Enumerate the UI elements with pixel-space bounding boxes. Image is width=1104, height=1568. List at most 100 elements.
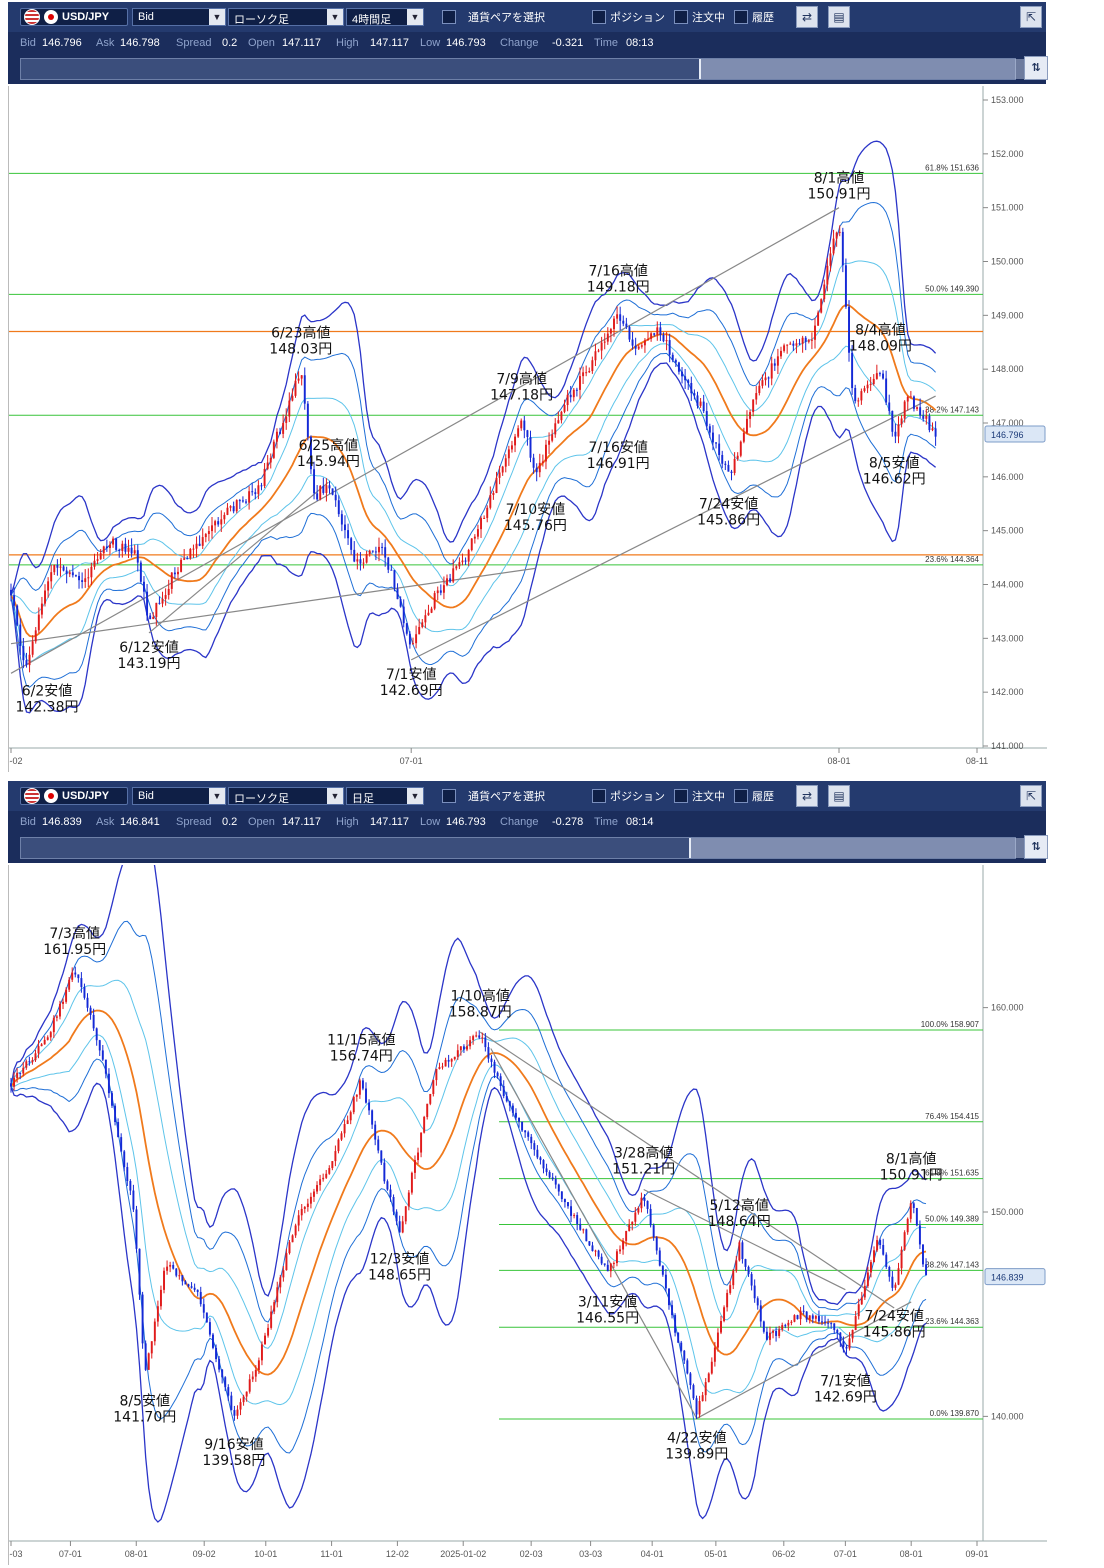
bollinger-band: [10, 352, 936, 688]
candle-body: [671, 354, 674, 361]
annotation-label: 7/24安値: [699, 496, 758, 512]
orders-label: 注文中: [692, 791, 725, 803]
price-tick-label: 141.000: [991, 741, 1024, 751]
candle-body: [582, 372, 585, 377]
candle-body: [149, 615, 152, 620]
candle-body: [104, 1059, 107, 1074]
position-checkbox[interactable]: [592, 10, 606, 24]
expand-icon[interactable]: ⇅: [1024, 56, 1048, 80]
navigator-track[interactable]: [20, 837, 1029, 859]
navigator-track[interactable]: [20, 58, 1027, 80]
candle-body: [875, 373, 878, 379]
chart-type-dropdown[interactable]: ローソク足 ▼: [228, 8, 344, 26]
candle-body: [541, 461, 544, 463]
candle-body: [820, 299, 823, 313]
price-type-dropdown[interactable]: Bid ▼: [132, 8, 226, 26]
candle-body: [139, 562, 142, 582]
candle-body: [365, 1088, 367, 1103]
candle-body: [745, 418, 748, 433]
candle-body: [738, 1242, 741, 1261]
annotation-value: 139.89円: [665, 1447, 728, 1463]
candle-body: [13, 1077, 16, 1087]
candle-body: [420, 1132, 423, 1153]
chart-settings-button[interactable]: ▤: [828, 6, 850, 28]
change-label: Change: [500, 816, 539, 828]
timeframe-value: 4時間足: [352, 14, 392, 26]
candle-body: [600, 342, 603, 351]
candle-body: [58, 1003, 61, 1017]
price-tick-label: 145.000: [991, 526, 1024, 536]
candle-body: [362, 562, 365, 564]
chevron-down-icon: ▼: [407, 9, 423, 25]
candle-body: [557, 1184, 560, 1192]
select-pair-checkbox[interactable]: [442, 10, 456, 24]
candle-body: [37, 614, 40, 631]
price-chart-4h[interactable]: 141.000 142.000 143.000 144.000 145.000 146.0…: [8, 86, 1047, 772]
time-tick-label: 06-02: [9, 756, 23, 766]
candle-body: [223, 514, 226, 520]
annotation-label: 7/9高値: [496, 370, 547, 387]
annotation-value: 142.38円: [16, 700, 79, 716]
price-tick-label: 146.000: [991, 472, 1024, 482]
candle-body: [257, 1360, 260, 1370]
candle-body: [340, 514, 343, 525]
timeframe-dropdown[interactable]: 日足 ▼: [346, 787, 424, 805]
candle-body: [306, 1203, 309, 1207]
candle-body: [135, 1209, 138, 1249]
candle-body: [22, 646, 25, 661]
history-checkbox[interactable]: [734, 789, 748, 803]
chevron-down-icon: ▼: [209, 788, 225, 804]
navigator-selection[interactable]: [699, 59, 1027, 79]
candle-body: [710, 1361, 713, 1374]
candle-body: [264, 1335, 266, 1345]
candle-body: [775, 1330, 778, 1336]
candle-body: [269, 457, 272, 463]
currency-pair-selector[interactable]: USD/JPY: [20, 8, 128, 26]
timeframe-dropdown[interactable]: 4時間足 ▼: [346, 8, 424, 26]
collapse-icon[interactable]: ⇱: [1020, 6, 1042, 28]
candle-body: [282, 422, 285, 434]
candle-body: [683, 1350, 686, 1361]
currency-pair-selector[interactable]: USD/JPY: [20, 787, 128, 805]
candle-body: [692, 1385, 695, 1399]
candle-body: [699, 401, 702, 406]
orders-checkbox[interactable]: [674, 789, 688, 803]
candle-body: [625, 323, 628, 327]
chart-tool-button[interactable]: ⇄: [796, 6, 818, 28]
candle-body: [195, 543, 198, 549]
candle-body: [781, 1325, 784, 1330]
navigator-selection[interactable]: [689, 838, 1029, 858]
position-checkbox[interactable]: [592, 789, 606, 803]
candle-body: [772, 1330, 775, 1333]
candle-body: [799, 1310, 802, 1320]
price-type-dropdown[interactable]: Bid ▼: [132, 787, 226, 805]
candle-body: [647, 338, 649, 341]
trend-line: [10, 207, 840, 674]
candle-body: [184, 1281, 187, 1285]
candle-body: [594, 351, 597, 361]
chart-tool-button[interactable]: ⇄: [796, 785, 818, 807]
candle-body: [173, 572, 176, 575]
candle-body: [770, 363, 773, 379]
candle-body: [115, 538, 118, 550]
price-chart-daily[interactable]: 140.000 150.000 160.000 06-03 07-01 08-01 09-0…: [8, 865, 1047, 1565]
candle-body: [744, 1259, 747, 1267]
candle-body: [742, 432, 745, 442]
expand-icon[interactable]: ⇅: [1024, 835, 1048, 859]
history-checkbox[interactable]: [734, 10, 748, 24]
select-pair-checkbox[interactable]: [442, 789, 456, 803]
candle-body: [319, 485, 322, 500]
bollinger-band: [10, 362, 936, 714]
price-tick-label: 150.000: [991, 1207, 1024, 1217]
candle-body: [793, 1315, 796, 1322]
position-label: ポジション: [610, 12, 665, 24]
collapse-icon[interactable]: ⇱: [1020, 785, 1042, 807]
candle-body: [300, 375, 303, 379]
orders-checkbox[interactable]: [674, 10, 688, 24]
chart-settings-button[interactable]: ▤: [828, 785, 850, 807]
candle-body: [652, 1225, 655, 1238]
chart-type-dropdown[interactable]: ローソク足 ▼: [228, 787, 344, 805]
candle-body: [613, 318, 615, 330]
current-price-value: 146.796: [991, 430, 1024, 440]
candle-body: [306, 403, 309, 437]
